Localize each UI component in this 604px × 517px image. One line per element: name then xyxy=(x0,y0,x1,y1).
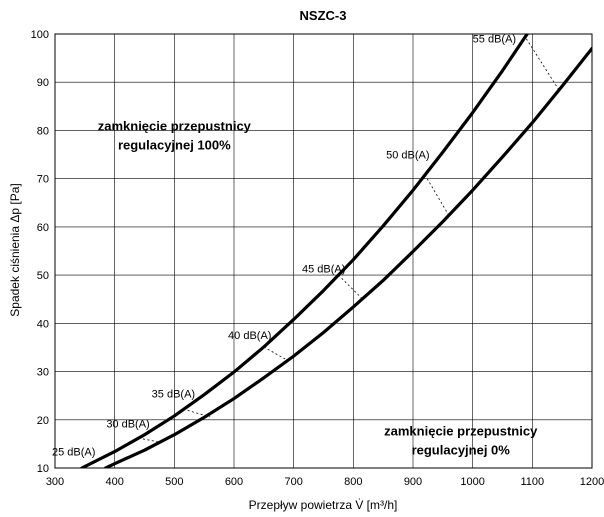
y-tick-label: 90 xyxy=(37,77,49,89)
db-label: 30 dB(A) xyxy=(106,418,149,430)
db-dash-line xyxy=(526,38,560,91)
pressure-curves xyxy=(80,34,592,468)
db-level-labels: 25 dB(A) 30 dB(A) 35 dB(A) 40 dB(A) 45 dB(A)… xyxy=(52,34,516,459)
plot-frame xyxy=(54,33,593,469)
db-label: 40 dB(A) xyxy=(228,330,271,342)
x-tick-label: 700 xyxy=(284,476,302,488)
annotation-line: zamknięcie przepustnicy xyxy=(98,118,252,133)
y-tick-label: 80 xyxy=(37,125,49,137)
y-axis-label: Spadek ciśnienia Δp [Pa] xyxy=(8,183,22,316)
y-tick-label: 100 xyxy=(31,29,49,41)
db-level-lines xyxy=(138,38,560,443)
chart-title: NSZC-3 xyxy=(300,8,347,23)
y-tick-label: 60 xyxy=(37,222,49,234)
y-tick-label: 20 xyxy=(37,415,49,427)
annotation-line: regulacyjnej 0% xyxy=(412,443,511,458)
db-label: 25 dB(A) xyxy=(52,446,95,458)
db-label: 35 dB(A) xyxy=(152,389,195,401)
x-tick-label: 300 xyxy=(46,476,64,488)
y-tick-label: 10 xyxy=(37,463,49,475)
db-dash-line xyxy=(338,274,363,300)
x-tick-label: 500 xyxy=(165,476,183,488)
annotation-text: zamknięcie przepustnicy regulacyjnej 0% xyxy=(384,424,538,458)
y-tick-label: 40 xyxy=(37,318,49,330)
annotation-line: regulacyjnej 100% xyxy=(118,137,231,152)
db-label: 55 dB(A) xyxy=(473,34,516,46)
x-tick-label: 1000 xyxy=(460,476,484,488)
db-label: 45 dB(A) xyxy=(302,264,345,276)
annotation-text: zamknięcie przepustnicy regulacyjnej 100% xyxy=(98,118,252,152)
x-tick-label: 800 xyxy=(344,476,362,488)
db-dash-line xyxy=(263,346,288,361)
x-tick-label: 1100 xyxy=(521,476,545,488)
annotations: zamknięcie przepustnicy regulacyjnej 100%… xyxy=(98,118,538,457)
tick-labels: 300 400 500 600 700 800 900 1000 1100 1200 10 20 30 4… xyxy=(31,29,604,488)
db-label: 50 dB(A) xyxy=(386,149,429,161)
y-tick-label: 70 xyxy=(37,174,49,186)
x-tick-label: 400 xyxy=(105,476,123,488)
y-tick-label: 30 xyxy=(37,367,49,379)
x-tick-label: 600 xyxy=(225,476,243,488)
annotation-line: zamknięcie przepustnicy xyxy=(384,424,538,439)
y-tick-label: 50 xyxy=(37,270,49,282)
x-tick-label: 1200 xyxy=(580,476,604,488)
upper-curve xyxy=(80,34,530,468)
grid xyxy=(54,33,593,469)
lower-curve xyxy=(104,46,592,468)
x-axis-label: Przepływ powietrza V̇ [m³/h] xyxy=(249,498,398,512)
db-dash-line xyxy=(424,174,450,216)
x-tick-label: 900 xyxy=(404,476,422,488)
